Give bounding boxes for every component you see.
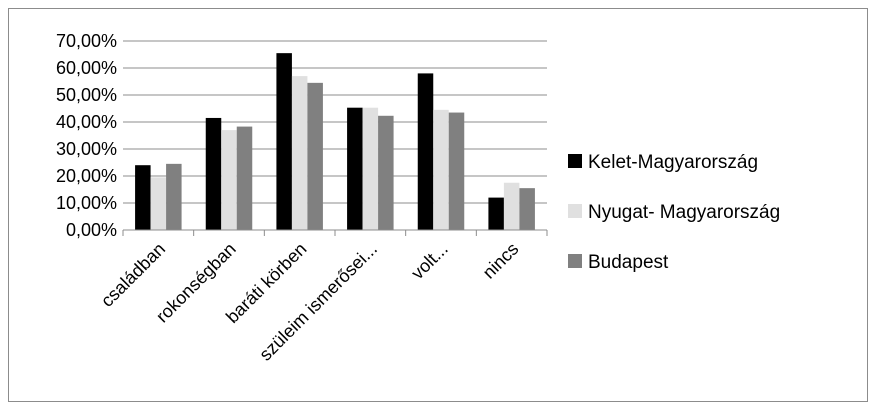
x-tick-label: nincs [479, 239, 523, 283]
bar [166, 163, 182, 230]
bar [362, 107, 379, 230]
bar [433, 109, 449, 230]
bar [150, 177, 167, 230]
bar [291, 76, 308, 230]
legend-swatch [568, 254, 582, 268]
y-tick-label: 20,00% [56, 166, 117, 186]
bar [488, 197, 504, 230]
bar [205, 117, 222, 230]
legend-swatch [568, 154, 582, 168]
bar [276, 53, 292, 231]
bar [347, 107, 363, 230]
gridlines [123, 40, 547, 204]
legend: Kelet-Magyarország Nyugat- Magyarország Bu… [568, 152, 780, 273]
bar [448, 112, 465, 230]
legend-label: Kelet-Magyarország [588, 152, 758, 173]
y-tick-label: 40,00% [56, 112, 117, 132]
bar [503, 182, 520, 230]
bar-chart: 0,00% 10,00% 20,00% 30,00% 40,00% 50,00% 60,00… [56, 31, 780, 365]
x-tick-label: volt... [407, 239, 452, 284]
bar [417, 73, 434, 231]
chart-frame: 0,00% 10,00% 20,00% 30,00% 40,00% 50,00% 60,00… [8, 8, 868, 402]
x-axis [122, 229, 548, 236]
bar [307, 82, 323, 230]
bar [221, 130, 237, 230]
x-tick-label: szüleim ismerősei... [255, 239, 381, 365]
bar [519, 188, 535, 230]
y-tick-label: 30,00% [56, 139, 117, 159]
legend-swatch [568, 204, 582, 218]
bar [135, 165, 151, 230]
legend-label: Budapest [588, 252, 669, 273]
y-tick-label: 50,00% [56, 85, 117, 105]
bar [378, 115, 394, 230]
y-tick-label: 70,00% [56, 31, 117, 51]
y-axis-ticks: 0,00% 10,00% 20,00% 30,00% 40,00% 50,00% 60,00… [56, 31, 117, 240]
y-tick-label: 10,00% [56, 193, 117, 213]
bars [135, 53, 535, 231]
bar [236, 126, 253, 230]
legend-label: Nyugat- Magyarország [588, 202, 780, 223]
x-tick-label: családban [97, 239, 169, 311]
y-tick-label: 60,00% [56, 58, 117, 78]
y-tick-label: 0,00% [66, 220, 117, 240]
